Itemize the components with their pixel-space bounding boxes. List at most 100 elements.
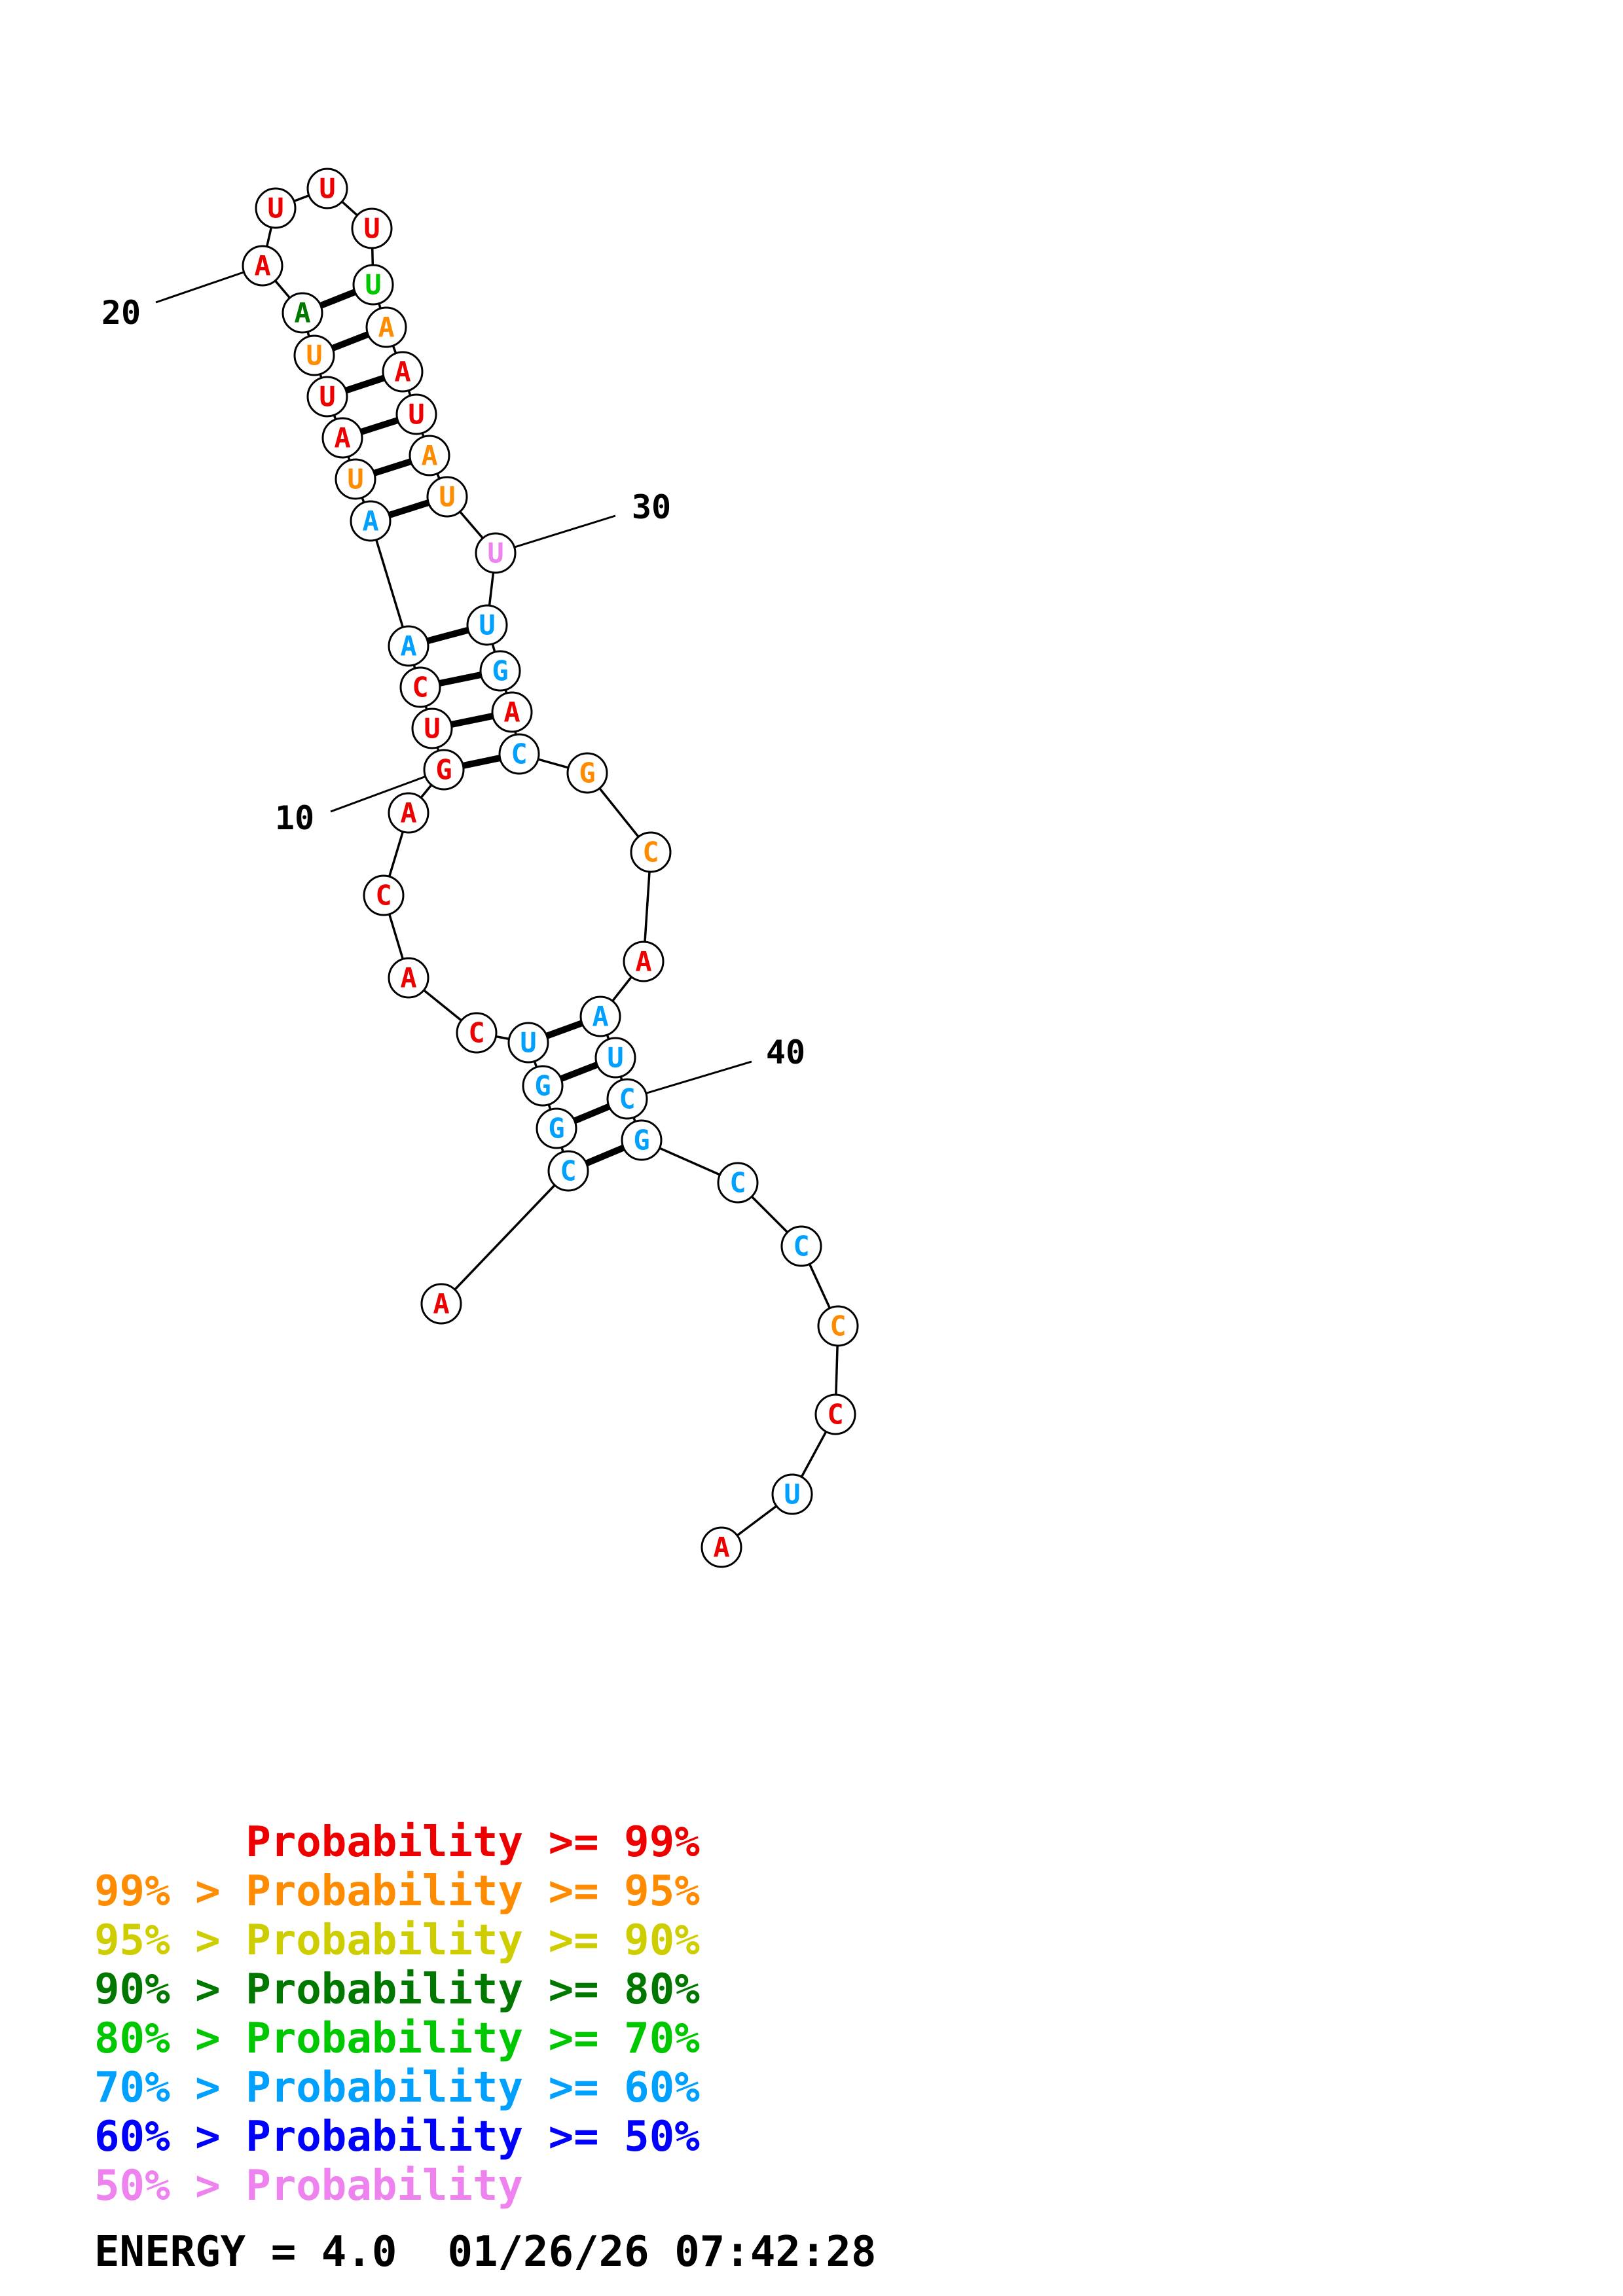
nucleotide-circle bbox=[479, 650, 521, 692]
nucleotide-circle bbox=[606, 1078, 648, 1120]
nucleotide-base: U bbox=[408, 399, 424, 431]
position-label: 10 bbox=[275, 799, 314, 837]
nucleotide-base: U bbox=[319, 173, 335, 205]
nucleotide-circle bbox=[293, 334, 335, 376]
nucleotide-base: C bbox=[511, 738, 527, 770]
nucleotide-circle bbox=[242, 245, 283, 287]
nucleotide-base: C bbox=[619, 1083, 635, 1115]
position-label: 20 bbox=[101, 294, 141, 332]
nucleotide-base: A bbox=[362, 505, 378, 537]
nucleotide-base: A bbox=[592, 1001, 608, 1033]
nucleotide-base: C bbox=[412, 672, 428, 704]
nucleotide-base: A bbox=[421, 440, 437, 472]
nucleotide-circle bbox=[255, 187, 297, 229]
position-label: 30 bbox=[632, 488, 671, 526]
nucleotide-circle bbox=[351, 207, 393, 249]
legend-row: 99% > Probability >= 95% bbox=[94, 1867, 700, 1916]
nucleotide-base: G bbox=[534, 1070, 551, 1102]
nucleotide-base: C bbox=[729, 1167, 746, 1199]
nucleotide-base: A bbox=[294, 297, 310, 329]
nucleotide-base: A bbox=[635, 946, 651, 978]
nucleotide-base: A bbox=[400, 962, 416, 994]
legend-row: 60% > Probability >= 50% bbox=[94, 2113, 700, 2161]
nucleotide-circle bbox=[306, 168, 348, 209]
nucleotide-circle bbox=[522, 1065, 564, 1107]
nucleotide-base: U bbox=[784, 1479, 800, 1511]
nucleotide-base: U bbox=[424, 713, 440, 745]
nucleotide-base: C bbox=[830, 1310, 846, 1342]
nucleotide-base: U bbox=[439, 481, 455, 513]
nucleotide-circle bbox=[566, 752, 608, 794]
energy-line: ENERGY = 4.0 01/26/26 07:42:28 bbox=[94, 2228, 877, 2276]
nucleotide-circle bbox=[717, 1162, 759, 1204]
nucleotide-base: C bbox=[375, 880, 392, 912]
legend-row: 70% > Probability >= 60% bbox=[94, 2064, 700, 2112]
legend-row: 80% > Probability >= 70% bbox=[94, 2015, 700, 2063]
nucleotide-base: U bbox=[487, 537, 503, 569]
nucleotide-circle bbox=[630, 831, 672, 873]
nucleotide-circle bbox=[363, 874, 405, 916]
nucleotide-circle bbox=[547, 1150, 589, 1192]
nucleotide-circle bbox=[420, 1283, 462, 1325]
nucleotide-base: A bbox=[254, 250, 270, 282]
nucleotide-base: U bbox=[479, 609, 495, 641]
nucleotide-base: C bbox=[560, 1155, 576, 1187]
nucleotide-circle bbox=[701, 1526, 742, 1568]
nucleotide-circle bbox=[388, 792, 429, 834]
legend-row: 50% > Probability bbox=[94, 2162, 524, 2210]
nucleotide-circle bbox=[282, 292, 323, 334]
nucleotide-base: U bbox=[363, 213, 380, 245]
nucleotide-circle bbox=[426, 476, 468, 518]
nucleotide-circle bbox=[623, 941, 665, 982]
probability-legend: Probability >= 99% 99% > Probability >= 9… bbox=[94, 1818, 700, 2211]
nucleotide-base: C bbox=[793, 1230, 809, 1263]
nucleotide-circle bbox=[306, 376, 348, 418]
legend-row: 95% > Probability >= 90% bbox=[94, 1916, 700, 1965]
nucleotide-base: G bbox=[548, 1113, 564, 1145]
backbone-line bbox=[440, 1170, 570, 1305]
nucleotide-circle bbox=[771, 1473, 813, 1515]
legend-row: Probability >= 99% bbox=[94, 1818, 700, 1867]
nucleotide-base: U bbox=[365, 269, 381, 301]
nucleotide-circle bbox=[411, 708, 453, 749]
nucleotide-circle bbox=[466, 604, 508, 646]
nucleotide-circle bbox=[388, 625, 429, 667]
legend-row: 90% > Probability >= 80% bbox=[94, 1965, 700, 2014]
nucleotide-base: U bbox=[319, 381, 335, 413]
nucleotide-circle bbox=[456, 1012, 498, 1054]
nucleotide-circle bbox=[594, 1037, 636, 1079]
nucleotide-circle bbox=[388, 957, 429, 999]
nucleotide-base: C bbox=[642, 836, 659, 869]
nucleotide-circle bbox=[491, 691, 533, 733]
nucleotide-base: U bbox=[347, 463, 363, 495]
nucleotide-base: A bbox=[400, 630, 416, 662]
nucleotide-circle bbox=[382, 351, 424, 393]
backbone-line bbox=[369, 520, 410, 647]
nucleotide-circle bbox=[536, 1107, 577, 1149]
nucleotide-base: A bbox=[334, 422, 350, 454]
nucleotide-base: G bbox=[633, 1124, 649, 1157]
nucleotide-circle bbox=[350, 500, 392, 542]
label-leader-line bbox=[495, 514, 616, 554]
nucleotide-base: U bbox=[607, 1042, 623, 1074]
nucleotide-circle bbox=[335, 458, 376, 500]
nucleotide-base: A bbox=[503, 696, 520, 728]
nucleotide-circle bbox=[409, 435, 450, 476]
nucleotide-circle bbox=[621, 1119, 663, 1161]
nucleotide-circle bbox=[423, 749, 465, 791]
nucleotide-base: U bbox=[267, 192, 283, 224]
nucleotide-circle bbox=[352, 264, 394, 306]
nucleotide-base: G bbox=[435, 754, 452, 786]
nucleotide-circle bbox=[399, 666, 441, 708]
nucleotide-base: A bbox=[378, 312, 394, 344]
nucleotide-base: G bbox=[492, 655, 508, 687]
nucleotide-circle bbox=[817, 1305, 859, 1347]
nucleotide-circle bbox=[780, 1225, 822, 1267]
position-label: 40 bbox=[766, 1033, 805, 1071]
label-leader-line bbox=[627, 1060, 752, 1100]
nucleotide-circle bbox=[395, 393, 437, 435]
nucleotide-circle bbox=[475, 532, 517, 574]
nucleotide-base: U bbox=[520, 1027, 536, 1059]
nucleotide-circle bbox=[814, 1393, 856, 1435]
